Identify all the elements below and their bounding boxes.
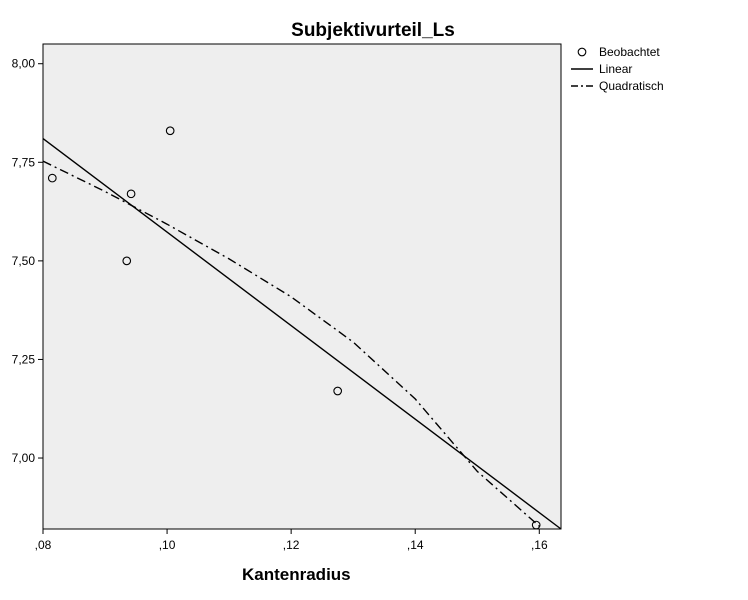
observed-point xyxy=(126,189,136,199)
x-tick-label: ,14 xyxy=(407,538,424,552)
plot-frame xyxy=(42,43,562,530)
x-tick-label: ,08 xyxy=(35,538,52,552)
data-marks xyxy=(42,126,562,530)
observed-point xyxy=(165,126,175,136)
observed-point xyxy=(47,173,57,183)
legend-symbol-observed xyxy=(577,47,587,57)
x-tick-label: ,16 xyxy=(531,538,548,552)
axis-ticks: 8,00 7,75 7,50 7,25 7,00 ,08 ,10 ,12 ,14 ,16 xyxy=(12,57,548,552)
x-tick-label: ,12 xyxy=(283,538,300,552)
x-tick-label: ,10 xyxy=(159,538,176,552)
y-tick-label: 7,50 xyxy=(12,254,36,268)
y-tick-label: 8,00 xyxy=(12,57,36,71)
legend-label: Linear xyxy=(599,62,632,76)
plot-area xyxy=(43,44,561,529)
x-axis-label: Kantenradius xyxy=(242,565,351,584)
y-tick-label: 7,75 xyxy=(12,155,36,169)
quadratic-fit-line xyxy=(42,160,540,527)
y-tick-label: 7,00 xyxy=(12,451,36,465)
legend-label: Beobachtet xyxy=(599,45,660,59)
legend-label: Quadratisch xyxy=(599,79,664,93)
observed-point xyxy=(122,256,132,266)
y-tick-label: 7,25 xyxy=(12,352,36,366)
legend: Beobachtet Linear Quadratisch xyxy=(571,45,664,93)
observed-point xyxy=(333,386,343,396)
chart-title: Subjektivurteil_Ls xyxy=(291,20,455,41)
